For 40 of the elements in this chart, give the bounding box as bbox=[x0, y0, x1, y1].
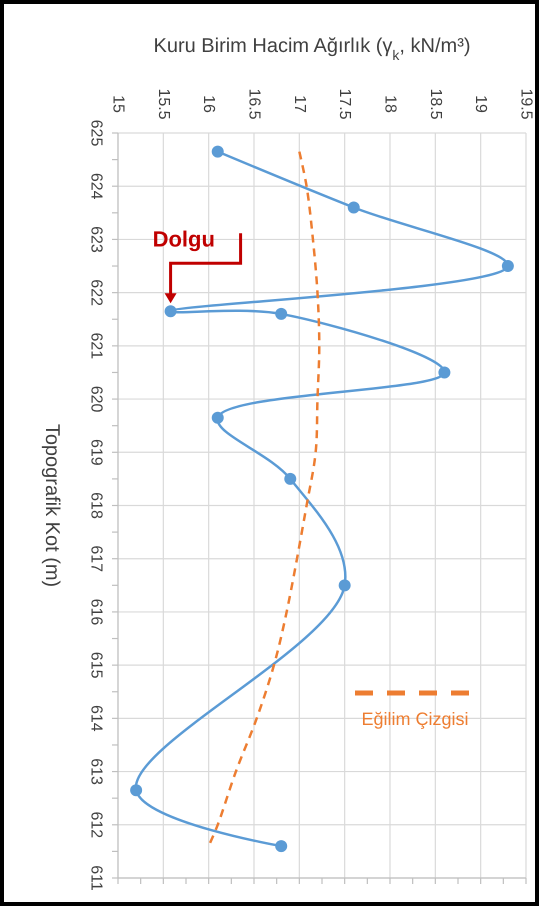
x-tick-label: 15.5 bbox=[154, 88, 172, 120]
x-tick-label: 19.5 bbox=[518, 88, 534, 120]
x-tick-label: 17 bbox=[290, 95, 308, 113]
x-tick-label: 18 bbox=[382, 95, 398, 113]
y-tick-label: 623 bbox=[88, 226, 104, 253]
y-tick-label: 624 bbox=[88, 172, 104, 200]
x-axis-title: Kuru Birim Hacim Ağırlık (γ$_{k}$, kN/m³) bbox=[153, 35, 471, 63]
y-tick-label: 613 bbox=[88, 758, 104, 786]
text: Eğilim Çizgisi bbox=[361, 709, 469, 729]
x-tick-label: 15 bbox=[110, 95, 126, 113]
y-tick-label: 615 bbox=[88, 652, 104, 679]
y-tick-label: 616 bbox=[88, 598, 104, 626]
y-tick-label: 619 bbox=[88, 438, 104, 466]
y-tick-label: 622 bbox=[88, 279, 104, 306]
point bbox=[164, 305, 177, 318]
annotation: Dolgu bbox=[152, 226, 215, 252]
y-tick-label: 620 bbox=[88, 386, 104, 413]
y-tick-label: 618 bbox=[88, 492, 104, 519]
x-tick-label: 16 bbox=[200, 95, 218, 113]
point bbox=[212, 146, 224, 158]
x-tick-label: 17.5 bbox=[336, 88, 354, 120]
point bbox=[275, 308, 288, 320]
point bbox=[275, 840, 288, 852]
y-tick-label: 611 bbox=[88, 865, 104, 891]
point bbox=[284, 472, 296, 485]
x-tick-label: 19 bbox=[472, 95, 490, 113]
point bbox=[212, 412, 224, 424]
point bbox=[502, 260, 514, 272]
y-tick-label: 617 bbox=[88, 545, 104, 572]
point bbox=[130, 784, 142, 796]
x-tick-label: 18.5 bbox=[426, 88, 444, 120]
y-tick-label: 625 bbox=[88, 120, 104, 146]
y-axis-title: Topografik Kot (m) bbox=[41, 424, 63, 588]
y-tick-label: 614 bbox=[88, 705, 104, 732]
y-tick-label: 612 bbox=[88, 811, 104, 838]
x-tick-label: 16.5 bbox=[246, 88, 262, 120]
y-tick-label: 621 bbox=[88, 332, 104, 360]
point bbox=[348, 202, 360, 214]
point bbox=[338, 579, 351, 592]
point bbox=[438, 366, 450, 378]
